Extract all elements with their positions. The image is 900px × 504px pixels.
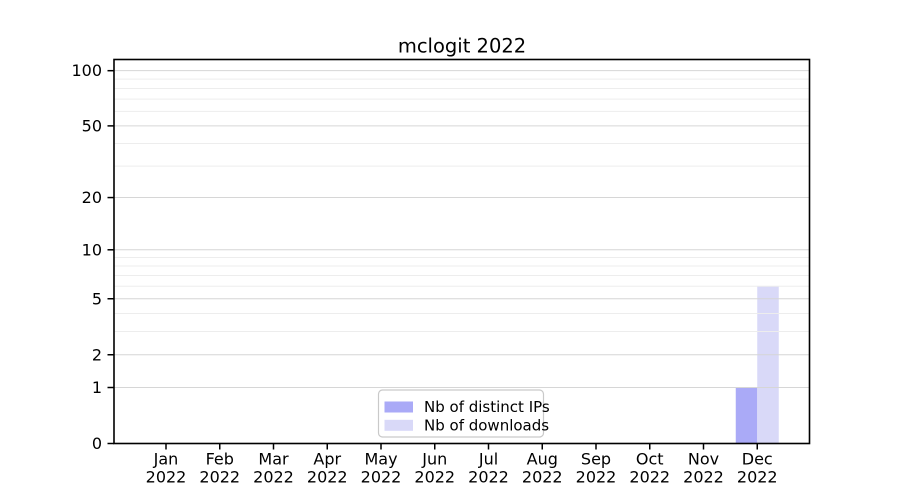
y-tick-label-10: 10 [82,240,102,259]
y-tick-label-20: 20 [82,188,102,207]
grid-minor-layer [114,78,810,333]
y-tick-label-50: 50 [82,116,102,135]
y-tick-label-100: 100 [71,61,102,80]
x-tick-label-month-nov: Nov [688,450,719,469]
y-tick-label-5: 5 [92,289,102,308]
x-tick-label-month-mar: Mar [258,450,289,469]
x-tick-label-month-sep: Sep [581,450,611,469]
legend-swatch-downloads [384,419,413,431]
tick-labels-layer: 0125102050100Jan2022Feb2022Mar2022Apr202… [71,61,777,486]
plot-border [113,58,811,445]
x-tick-label-month-aug: Aug [527,450,558,469]
bars-layer [735,286,779,444]
x-tick-label-month-jun: Jun [421,450,447,469]
legend-box [377,389,545,438]
x-tick-label-year-apr: 2022 [307,468,348,487]
x-tick-label-year-feb: 2022 [199,468,240,487]
x-tick-label-year-jul: 2022 [468,468,509,487]
x-tick-label-month-oct: Oct [636,450,664,469]
x-tick-label-year-nov: 2022 [683,468,724,487]
ticks-layer [107,69,758,450]
x-tick-label-month-may: May [364,450,397,469]
bar-downloads-dec [757,286,779,444]
grid-major-layer [114,70,810,389]
x-tick-label-year-dec: 2022 [737,468,778,487]
y-tick-label-2: 2 [92,345,102,364]
x-tick-label-year-mar: 2022 [253,468,294,487]
y-tick-label-0: 0 [92,434,102,453]
legend-label-distinct-ips: Nb of distinct IPs [424,398,550,416]
x-tick-label-month-jul: Jul [478,450,498,469]
x-tick-label-year-aug: 2022 [522,468,563,487]
bar-distinct-ips-dec [735,387,758,444]
x-tick-label-month-apr: Apr [313,450,341,469]
legend: Nb of distinct IPs Nb of downloads [377,389,550,438]
legend-swatch-distinct-ips [384,401,413,413]
legend-label-downloads: Nb of downloads [424,416,549,434]
x-tick-label-month-jan: Jan [153,450,179,469]
x-tick-label-year-jan: 2022 [146,468,187,487]
chart-title: mclogit 2022 [398,35,526,58]
x-tick-label-year-oct: 2022 [629,468,670,487]
x-tick-label-year-jun: 2022 [414,468,455,487]
x-tick-label-month-feb: Feb [206,450,234,469]
y-tick-label-1: 1 [92,378,102,397]
x-tick-label-year-may: 2022 [361,468,402,487]
x-tick-label-year-sep: 2022 [576,468,617,487]
x-tick-label-month-dec: Dec [742,450,773,469]
